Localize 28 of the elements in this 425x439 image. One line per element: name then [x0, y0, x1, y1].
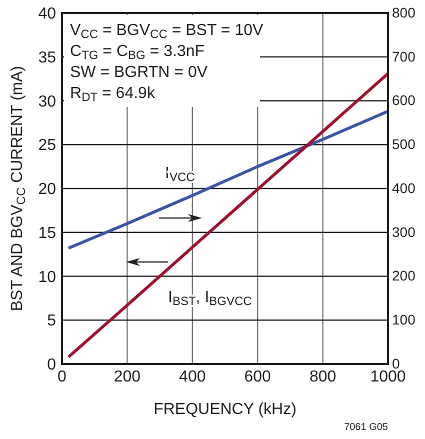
x-tick-label: 600: [244, 368, 272, 386]
y-tick-label: 30: [38, 93, 56, 110]
annotation: R$_{DT}$ = 64.9k: [70, 85, 156, 104]
x-tick-label: 400: [179, 368, 206, 386]
annotation: SW = BGRTN = 0V: [70, 64, 208, 81]
y-tick-label: 25: [38, 137, 56, 154]
annotation: C$_{TG}$ = C$_{BG}$ = 3.3nF: [70, 43, 205, 62]
y-tick-label: 40: [38, 6, 56, 23]
y2-tick-label: 300: [392, 224, 416, 240]
y2-tick-label: 400: [392, 180, 416, 196]
y-tick-label: 0: [47, 356, 56, 374]
y2-tick-label: 600: [392, 92, 416, 108]
y2-tick-label: 800: [392, 4, 416, 20]
x-tick-label: 800: [309, 368, 336, 386]
y-tick-label: 10: [38, 268, 56, 286]
x-axis-title: FREQUENCY (kHz): [154, 401, 296, 418]
annotation: V$_{CC}$ = BGV$_{CC}$ = BST = 10V: [70, 22, 264, 41]
line-series: [67, 110, 390, 250]
y-tick-label: 20: [38, 181, 56, 198]
text: 7061 G05: [344, 422, 388, 433]
y-tick-label: 15: [38, 224, 56, 242]
y2-tick-label: 500: [392, 136, 416, 152]
y-tick-label: 35: [38, 49, 56, 66]
y2-tick-label: 700: [392, 48, 416, 64]
y-tick-label: 5: [47, 312, 56, 330]
y2-tick-label: 200: [392, 268, 416, 284]
y2-tick-label: 100: [392, 312, 416, 328]
x-tick-label: 200: [114, 368, 141, 386]
